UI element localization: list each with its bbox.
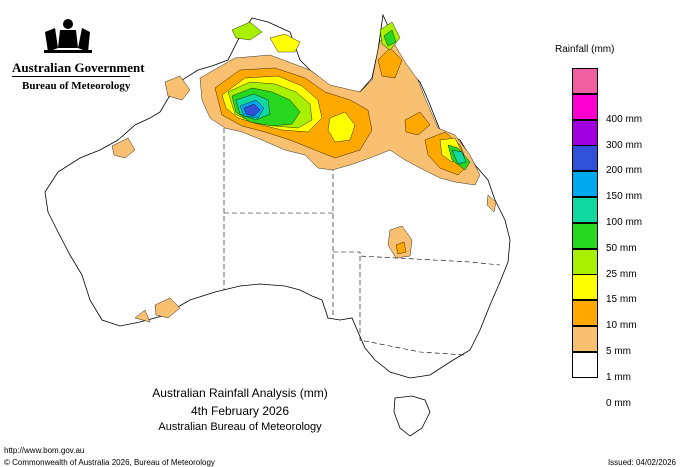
legend-swatch (572, 326, 598, 352)
map-source: Australian Bureau of Meteorology (158, 421, 322, 433)
legend-swatch (572, 119, 598, 146)
issued-date: Issued: 04/02/2026 (607, 458, 676, 467)
legend-swatch (572, 197, 598, 223)
legend-swatch (572, 274, 598, 301)
legend-label: 50 mm (606, 242, 637, 254)
header-divider (12, 76, 130, 77)
legend-swatch (572, 145, 598, 172)
legend-swatch (572, 171, 598, 198)
legend-label: 0 mm (606, 397, 631, 409)
legend-label: 200 mm (606, 165, 643, 177)
legend-label: 400 mm (606, 113, 643, 125)
legend-label: 1 mm (606, 371, 631, 383)
legend-label: 10 mm (606, 320, 637, 332)
legend-label: 5 mm (606, 346, 631, 357)
legend-swatch (572, 248, 598, 275)
legend-label: 100 mm (606, 217, 643, 228)
legend-label: 25 mm (606, 268, 637, 280)
map-date: 4th February 2026 (190, 404, 290, 418)
legend-title: Rainfall (mm) (555, 44, 615, 55)
government-title: Australian Government (12, 60, 145, 75)
legend-label: 300 mm (606, 139, 643, 151)
map-title: Australian Rainfall Analysis (mm) (152, 386, 328, 400)
legend-swatch (572, 300, 598, 327)
legend-swatch (572, 68, 598, 94)
tasmania-outline (393, 395, 431, 437)
legend-swatch (572, 351, 598, 378)
legend-label: 150 mm (606, 191, 643, 203)
rainfall-150mm-areas (243, 103, 261, 117)
legend-label: 15 mm (606, 294, 637, 306)
copyright-text: © Commonwealth of Australia 2026, Bureau… (4, 458, 215, 467)
agency-name: Bureau of Meteorology (22, 80, 131, 92)
legend-swatch (572, 222, 598, 249)
legend-swatch (572, 93, 598, 120)
coat-of-arms-emblem (44, 19, 92, 53)
website-link[interactable]: http://www.bom.gov.au (4, 446, 85, 455)
